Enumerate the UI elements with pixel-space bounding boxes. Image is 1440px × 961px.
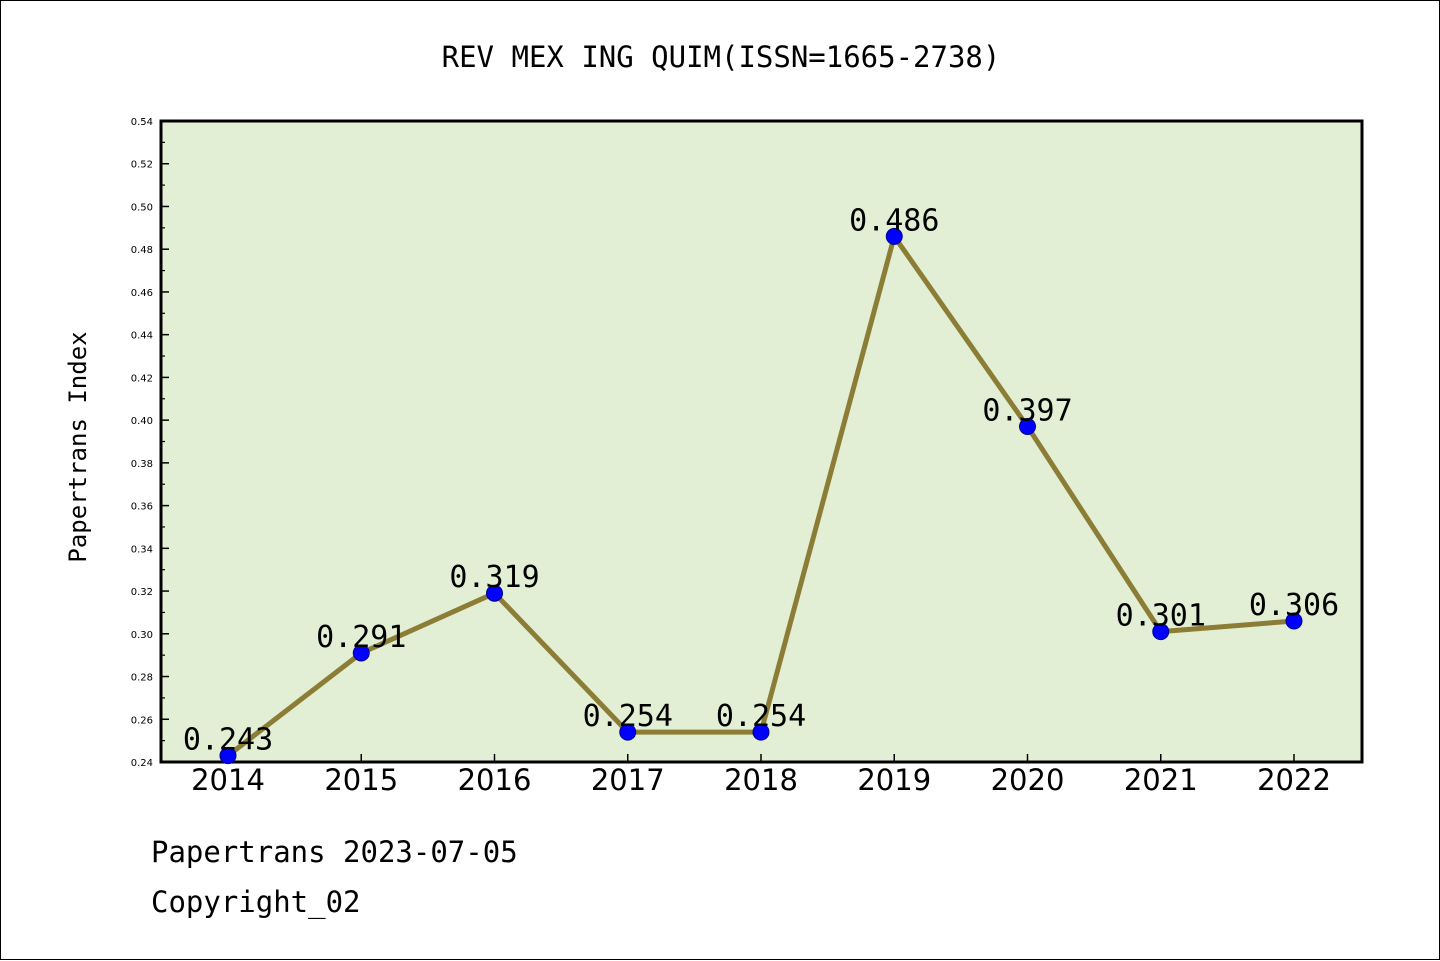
data-markers <box>219 227 1303 765</box>
data-point <box>1152 623 1170 641</box>
data-point <box>352 644 370 662</box>
x-tick-label: 2015 <box>324 763 398 797</box>
x-tick-label: 2014 <box>191 763 265 797</box>
y-tick-label: 0.54 <box>131 117 153 128</box>
y-tick-label: 0.24 <box>131 758 153 769</box>
data-point <box>885 227 903 245</box>
y-tick-label: 0.30 <box>131 630 153 641</box>
data-label: 0.243 <box>183 723 273 758</box>
y-tick-label: 0.36 <box>131 502 153 513</box>
x-tick-label: 2021 <box>1124 763 1198 797</box>
data-label: 0.486 <box>849 203 939 238</box>
x-axis: 2014 2015 2016 2017 2018 2019 2020 2021 2022 <box>191 754 1331 797</box>
data-label: 0.254 <box>583 699 673 734</box>
data-point <box>486 584 503 602</box>
y-tick-label: 0.50 <box>131 202 153 213</box>
x-tick-label: 2018 <box>724 763 798 797</box>
data-label: 0.306 <box>1249 588 1339 623</box>
data-label: 0.397 <box>982 394 1072 429</box>
data-point <box>752 723 770 741</box>
x-tick-label: 2022 <box>1257 763 1331 797</box>
footer-date: Papertrans 2023-07-05 <box>151 835 518 869</box>
y-tick-label: 0.32 <box>131 587 153 598</box>
data-point <box>1285 612 1303 630</box>
data-label: 0.291 <box>316 620 406 655</box>
y-tick-label: 0.48 <box>131 245 153 256</box>
x-tick-label: 2017 <box>591 763 665 797</box>
y-axis: 0.24 0.26 0.28 0.30 0.32 0.34 0.36 0.38 0.40 0.42… <box>131 117 169 769</box>
y-axis-label: Papertrans Index <box>64 331 92 562</box>
chart-title: REV MEX ING QUIM(ISSN=1665-2738) <box>442 40 1001 74</box>
data-point <box>219 747 237 765</box>
x-tick-label: 2020 <box>991 763 1065 797</box>
y-tick-label: 0.52 <box>131 160 153 171</box>
y-tick-label: 0.26 <box>131 715 153 726</box>
x-tick-label: 2016 <box>458 763 532 797</box>
y-tick-label: 0.34 <box>131 544 153 555</box>
y-tick-label: 0.44 <box>131 331 153 342</box>
footer-copyright: Copyright_02 <box>151 885 361 919</box>
y-tick-label: 0.42 <box>131 373 153 384</box>
data-label: 0.319 <box>449 560 539 595</box>
data-point <box>619 723 637 741</box>
y-tick-label: 0.46 <box>131 288 153 299</box>
data-label: 0.301 <box>1116 599 1206 634</box>
x-tick-label: 2019 <box>857 763 931 797</box>
y-tick-label: 0.40 <box>131 416 153 427</box>
y-tick-label: 0.28 <box>131 673 153 684</box>
y-tick-label: 0.38 <box>131 459 153 470</box>
data-label: 0.254 <box>716 699 806 734</box>
data-labels: 0.243 0.291 0.319 0.254 0.254 0.486 0.397 0.301… <box>183 203 1339 757</box>
data-point <box>1019 418 1036 436</box>
